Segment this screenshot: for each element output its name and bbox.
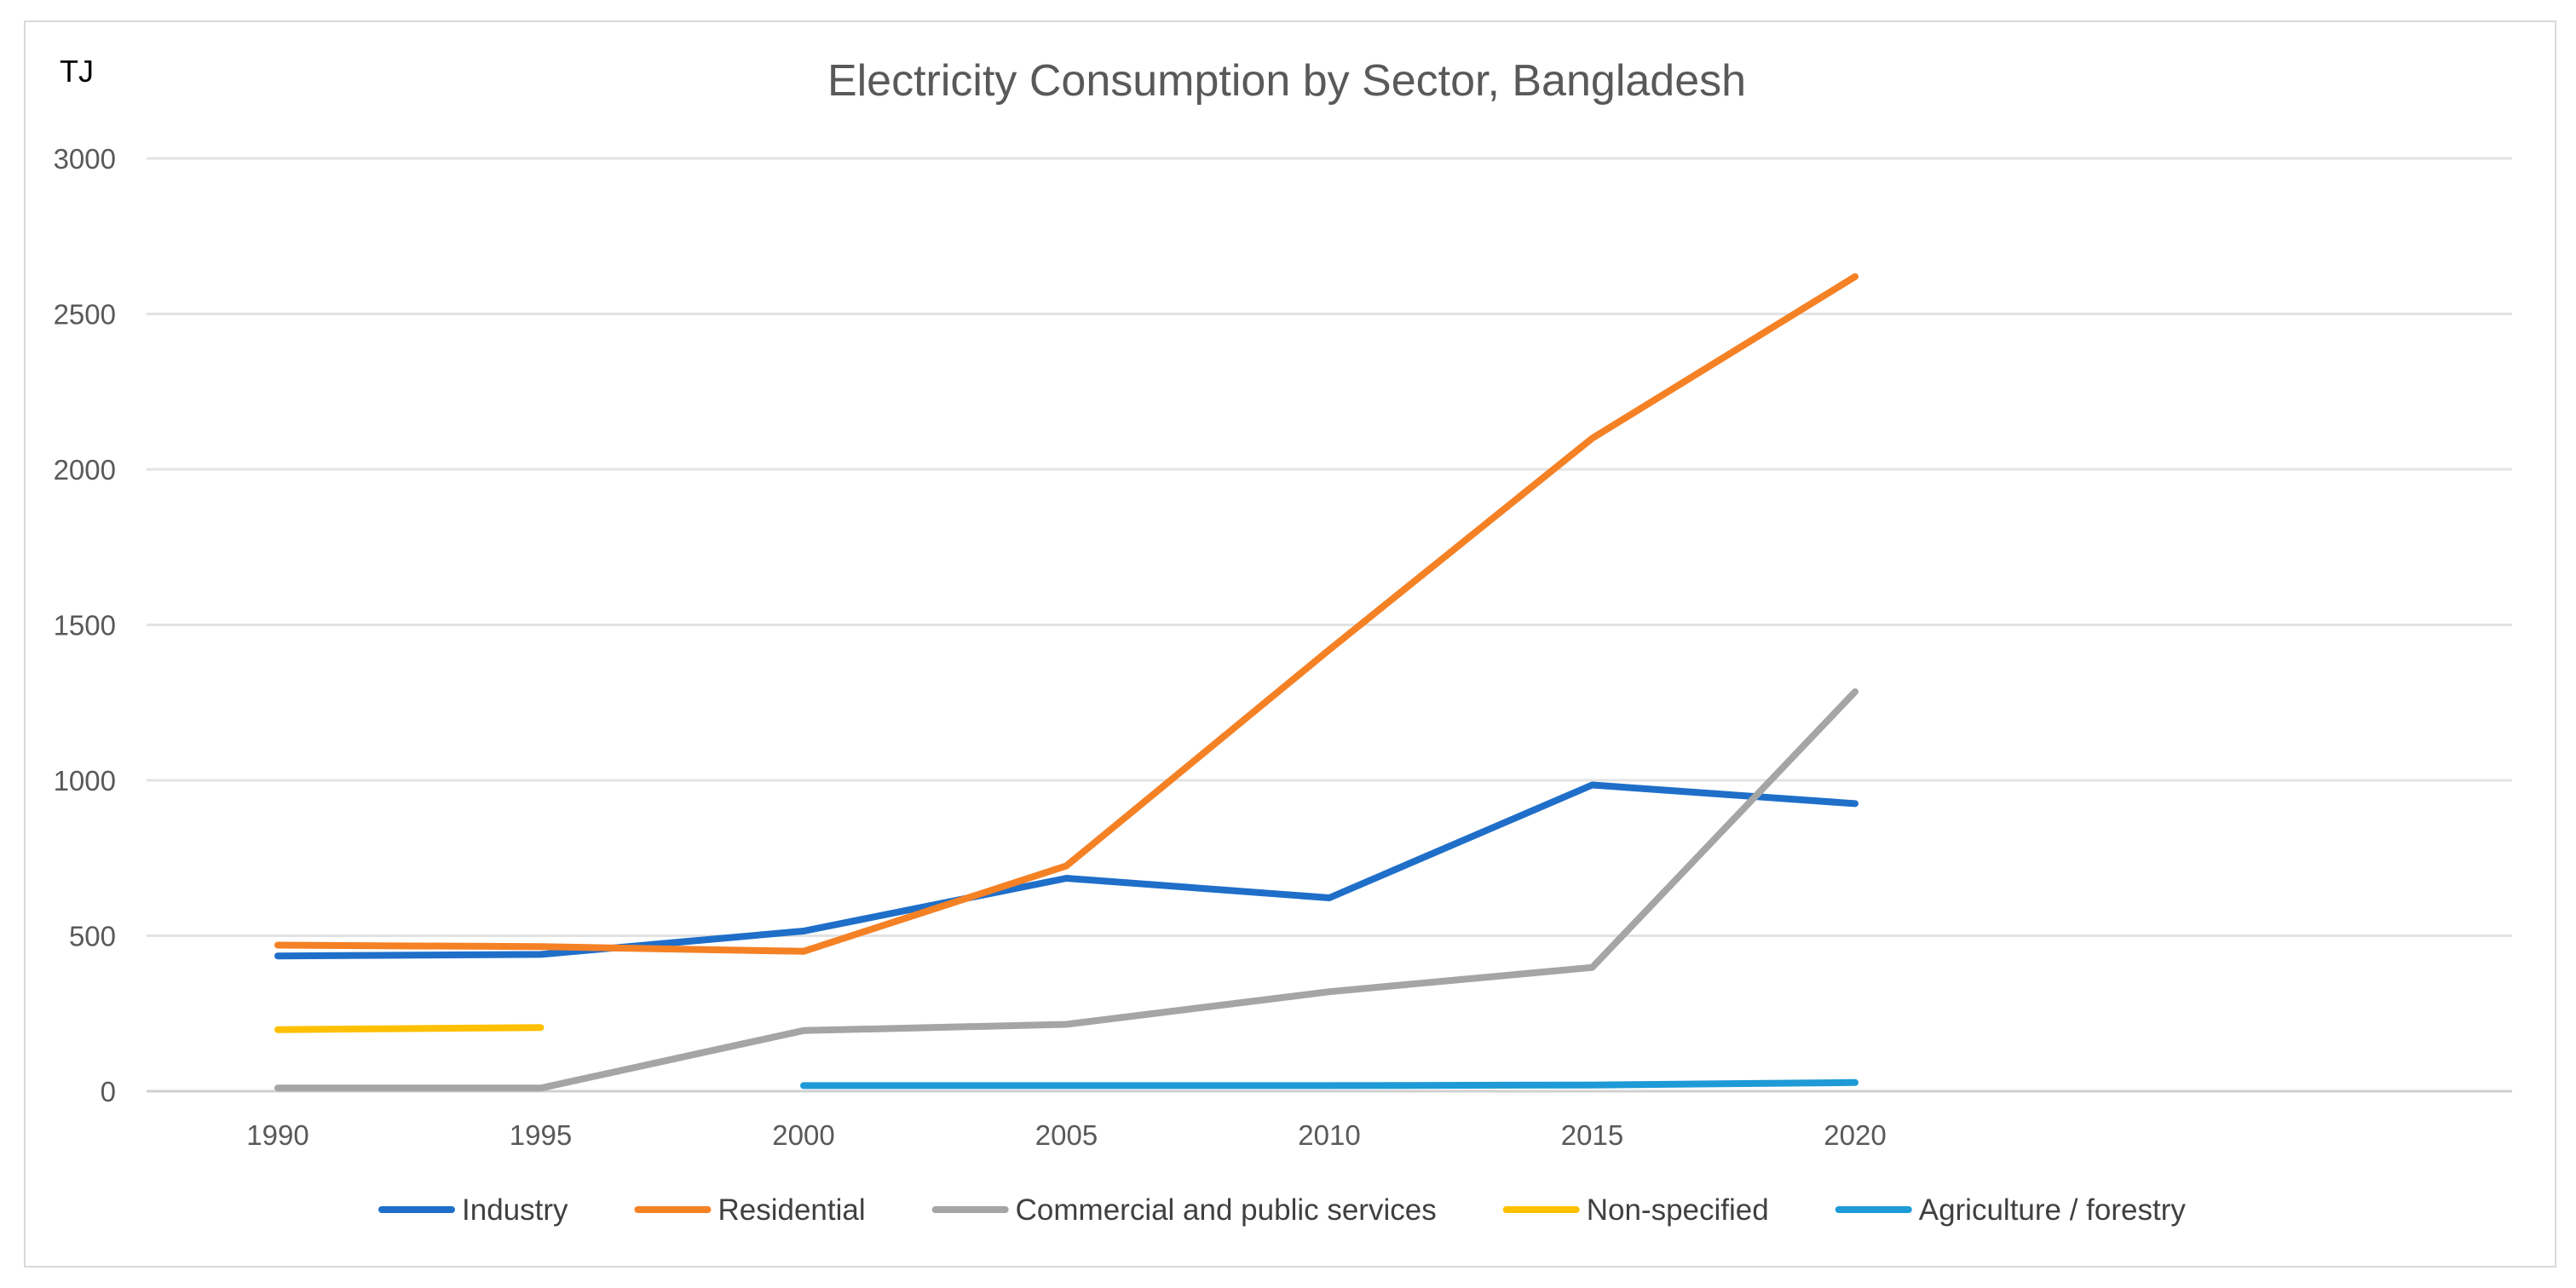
chart-frame bbox=[24, 20, 2556, 1268]
series-line-3 bbox=[274, 1024, 545, 1033]
series-line-1 bbox=[274, 273, 1859, 955]
x-tick-label: 2020 bbox=[1824, 1119, 1886, 1151]
legend-label: Residential bbox=[717, 1193, 865, 1227]
y-tick-label: 1000 bbox=[54, 765, 116, 796]
x-tick-label: 1995 bbox=[510, 1119, 572, 1151]
y-axis-unit-label: TJ bbox=[60, 54, 94, 89]
chart-title: Electricity Consumption by Sector, Bangl… bbox=[827, 56, 1746, 106]
series-lines bbox=[274, 273, 1859, 1092]
x-tick-label: 2015 bbox=[1561, 1119, 1623, 1151]
x-tick-label: 2010 bbox=[1298, 1119, 1360, 1151]
y-tick-label: 3000 bbox=[54, 143, 116, 175]
legend-label: Commercial and public services bbox=[1016, 1193, 1437, 1227]
x-axis-ticks: 1990 1995 2000 2005 2010 2015 2020 bbox=[246, 1119, 1886, 1151]
x-tick-label: 2000 bbox=[772, 1119, 834, 1151]
legend: Industry Residential Commercial and public… bbox=[378, 1193, 2187, 1227]
y-tick-label: 0 bbox=[101, 1076, 116, 1107]
legend-label: Agriculture / forestry bbox=[1919, 1193, 2187, 1227]
y-tick-label: 2500 bbox=[54, 299, 116, 331]
x-tick-label: 1990 bbox=[246, 1119, 308, 1151]
legend-label: Non-specified bbox=[1587, 1193, 1769, 1227]
series-line-2 bbox=[274, 688, 1859, 1092]
y-tick-label: 500 bbox=[69, 921, 116, 952]
y-tick-label: 2000 bbox=[54, 454, 116, 486]
y-axis-ticks: 0 500 1000 1500 2000 2500 3000 bbox=[54, 143, 116, 1107]
y-tick-label: 1500 bbox=[54, 610, 116, 641]
legend-label: Industry bbox=[462, 1193, 568, 1227]
series-line-0 bbox=[274, 781, 1859, 960]
series-line-4 bbox=[800, 1078, 1859, 1090]
x-tick-label: 2005 bbox=[1035, 1119, 1098, 1151]
